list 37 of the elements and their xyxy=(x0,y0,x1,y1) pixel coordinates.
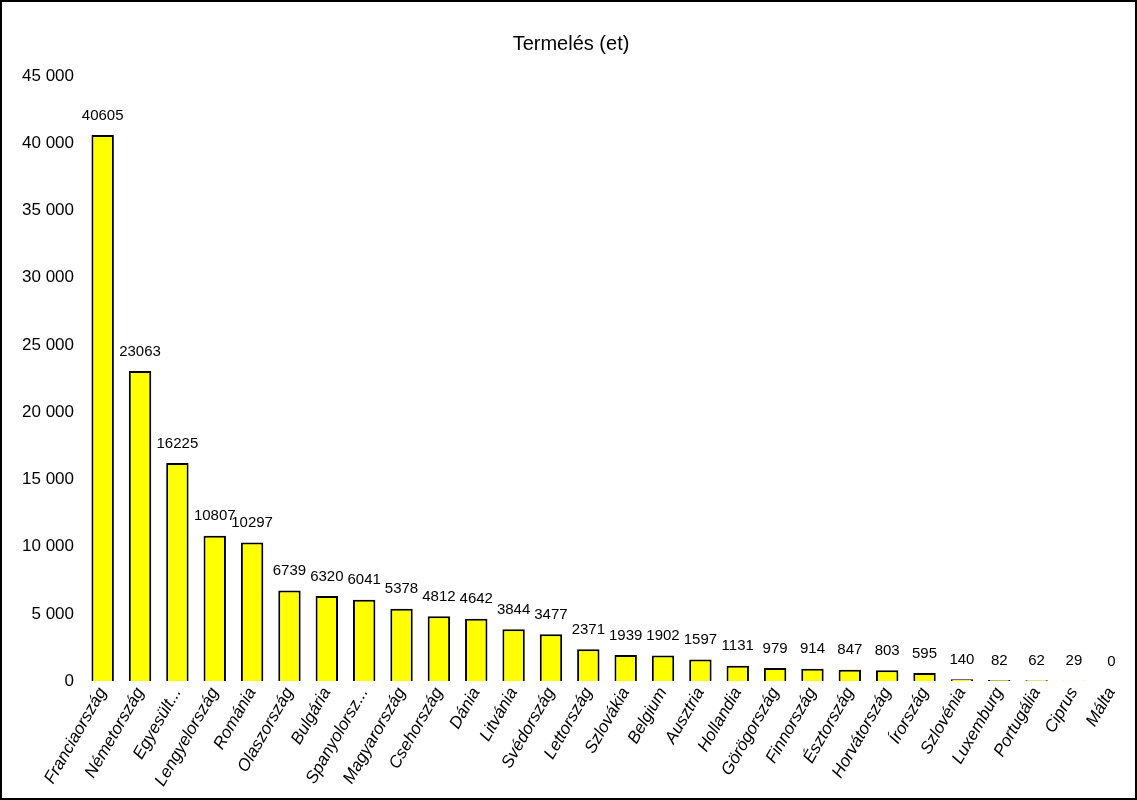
y-tick-label: 35 000 xyxy=(22,200,74,220)
data-label: 5378 xyxy=(384,579,419,597)
data-label: 62 xyxy=(1028,650,1045,668)
y-tick-label: 30 000 xyxy=(22,267,74,287)
chart-title: Termelés (et) xyxy=(512,31,630,54)
data-label: 847 xyxy=(837,640,863,658)
data-label: 6739 xyxy=(272,561,307,579)
data-label: 1597 xyxy=(683,630,718,648)
y-tick-label: 25 000 xyxy=(22,334,74,354)
y-tick-label: 40 000 xyxy=(22,132,74,152)
data-label: 595 xyxy=(912,643,938,661)
y-tick-label: 45 000 xyxy=(22,65,74,85)
data-label: 3477 xyxy=(534,604,568,622)
data-label: 803 xyxy=(874,640,900,658)
data-label: 82 xyxy=(990,650,1008,668)
data-label: 23063 xyxy=(119,341,161,359)
y-tick-label: 20 000 xyxy=(22,401,74,421)
data-label: 6041 xyxy=(347,570,381,588)
data-label: 16225 xyxy=(156,433,199,451)
data-label: 140 xyxy=(949,649,975,667)
data-label: 0 xyxy=(1107,651,1116,669)
y-tick-label: 0 xyxy=(64,670,74,690)
data-label: 1902 xyxy=(646,626,680,644)
data-label: 979 xyxy=(762,638,788,656)
y-tick-label: 15 000 xyxy=(22,469,74,489)
data-label: 4812 xyxy=(422,586,456,604)
data-label: 1131 xyxy=(721,636,754,654)
data-label: 3844 xyxy=(496,600,531,617)
y-tick-label: 10 000 xyxy=(22,536,74,556)
data-label: 2371 xyxy=(571,619,606,637)
data-label: 6320 xyxy=(310,566,344,584)
data-label: 1939 xyxy=(608,625,643,643)
data-label: 40605 xyxy=(81,105,124,123)
data-label: 914 xyxy=(799,639,825,657)
y-tick-label: 5 000 xyxy=(31,603,74,623)
data-label: 4642 xyxy=(459,589,493,607)
data-label: 29 xyxy=(1065,651,1083,669)
